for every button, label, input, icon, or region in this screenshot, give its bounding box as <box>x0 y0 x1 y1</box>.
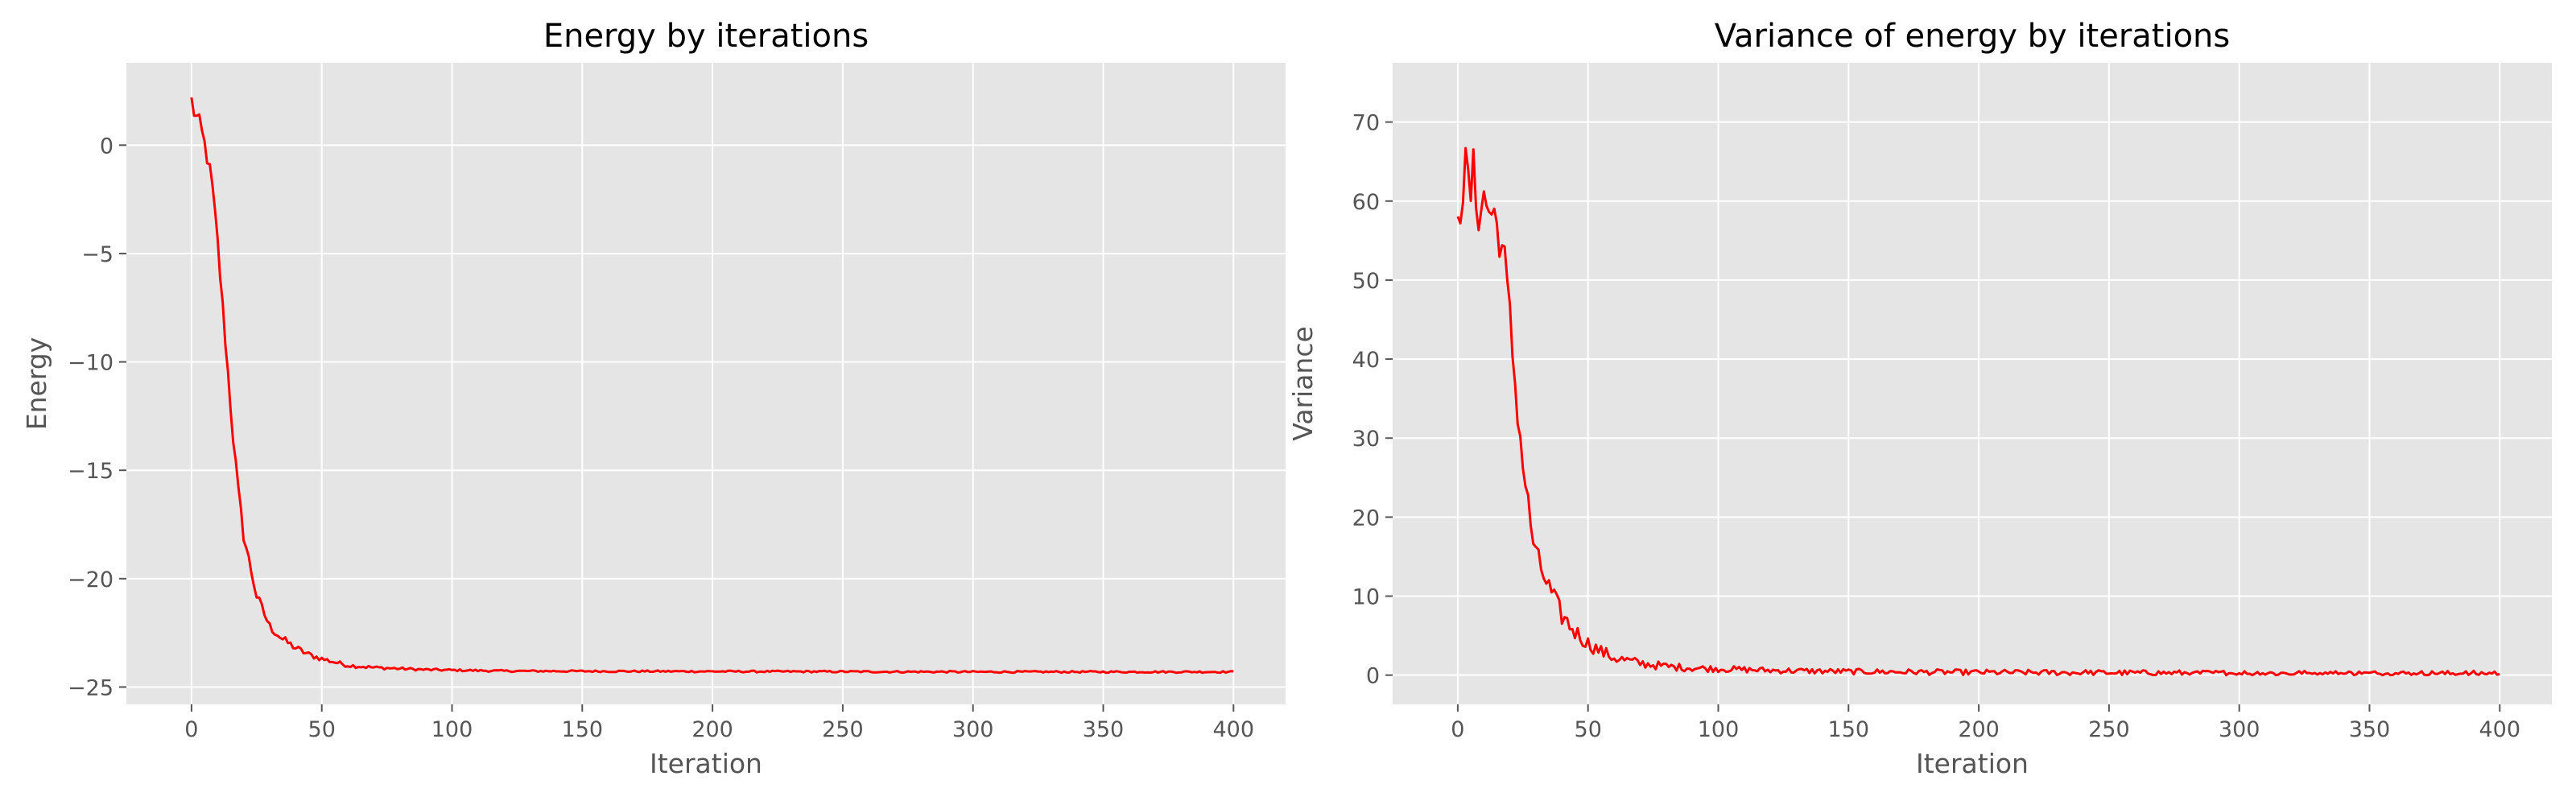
x-tick-label: 250 <box>2088 717 2130 742</box>
x-tick-label: 350 <box>1083 717 1125 742</box>
x-tick-label: 300 <box>952 717 994 742</box>
y-tick-label: −20 <box>68 568 114 592</box>
y-axis-label: Variance <box>1287 326 1319 441</box>
y-tick-label: 30 <box>1352 427 1380 452</box>
y-tick-label: −15 <box>68 459 114 484</box>
x-tick-label: 100 <box>1698 717 1740 742</box>
x-tick-label: 50 <box>308 717 336 742</box>
x-tick-label: 400 <box>2479 717 2521 742</box>
y-tick-label: 0 <box>100 134 114 159</box>
plot-area <box>1393 63 2552 704</box>
y-tick-label: −25 <box>68 675 114 700</box>
y-tick-label: 0 <box>1366 664 1380 689</box>
y-tick-label: −10 <box>68 351 114 376</box>
chart-title: Variance of energy by iterations <box>1715 18 2230 55</box>
x-tick-label: 100 <box>431 717 473 742</box>
x-axis-label: Iteration <box>650 748 762 779</box>
y-tick-label: 70 <box>1352 111 1380 136</box>
x-tick-label: 200 <box>1958 717 2000 742</box>
x-tick-label: 50 <box>1575 717 1602 742</box>
y-tick-label: 60 <box>1352 190 1380 215</box>
x-tick-label: 300 <box>2219 717 2260 742</box>
energy-chart: 0 50 100 150 200 250 300 350 400 −25 −20 −15 −10 −5 0 E… <box>21 18 1286 779</box>
x-tick-label: 150 <box>1828 717 1870 742</box>
series-line <box>1456 147 2500 677</box>
y-tick-label: 50 <box>1352 269 1380 294</box>
x-tick-label: 0 <box>1451 717 1464 742</box>
y-tick-label: 20 <box>1352 506 1380 530</box>
series-line <box>190 97 1234 675</box>
x-axis-label: Iteration <box>1916 748 2029 779</box>
x-tick-label: 400 <box>1213 717 1255 742</box>
x-tick-label: 200 <box>691 717 733 742</box>
y-tick-label: 10 <box>1352 585 1380 610</box>
x-tick-label: 150 <box>562 717 604 742</box>
chart-title: Energy by iterations <box>543 18 869 55</box>
y-axis-label: Energy <box>21 337 52 431</box>
x-tick-label: 250 <box>822 717 864 742</box>
variance-chart: 0 50 100 150 200 250 300 350 400 0 10 20 30 40 50 60 70 V… <box>1287 18 2552 779</box>
x-tick-label: 0 <box>184 717 198 742</box>
x-tick-label: 350 <box>2349 717 2391 742</box>
y-tick-label: −5 <box>81 242 114 267</box>
plot-area <box>126 63 1286 704</box>
y-tick-label: 40 <box>1352 348 1380 373</box>
